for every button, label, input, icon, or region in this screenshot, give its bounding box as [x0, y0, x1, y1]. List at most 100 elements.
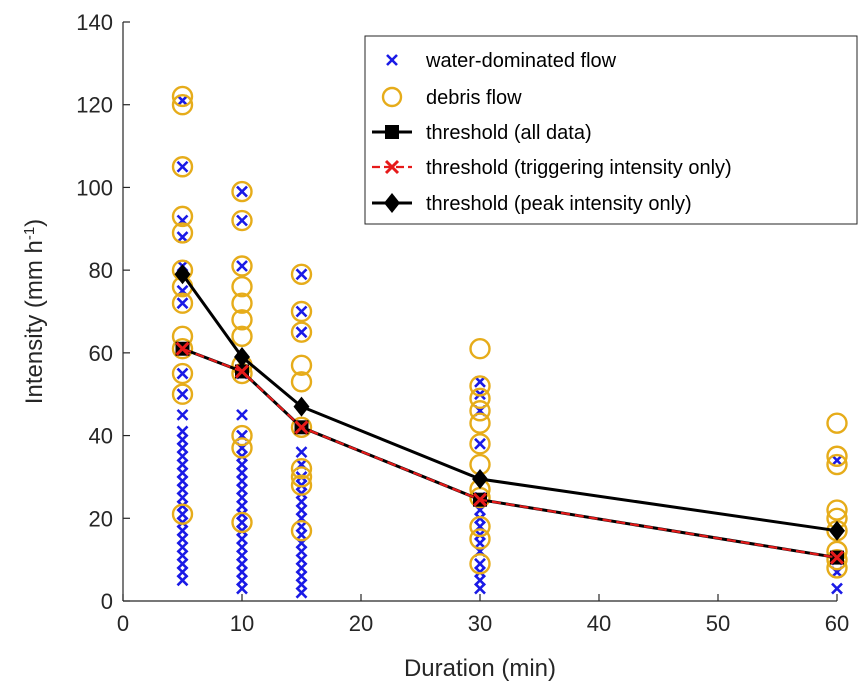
debris-flow-point — [290, 457, 313, 480]
water-flow-point — [295, 471, 308, 483]
legend-box — [364, 35, 858, 225]
threshold-trigger-point — [175, 341, 190, 356]
x-tick-label: 10 — [230, 611, 254, 636]
debris-flow-point — [826, 453, 848, 476]
debris-flow-point — [290, 416, 313, 438]
debris-flow-point — [290, 371, 313, 393]
y-axis-title-superscript: -1 — [21, 227, 38, 240]
debris-flow-point — [231, 424, 253, 447]
debris-flow-point — [290, 321, 313, 343]
x-tick-label: 60 — [825, 611, 849, 636]
water-flow-point — [236, 185, 248, 198]
threshold-trigger-point — [472, 492, 488, 507]
water-flow-point-stroke-b — [295, 305, 308, 318]
water-flow-point-stroke-b — [295, 446, 308, 459]
x-tick-label: 0 — [117, 611, 129, 636]
legend-water-marker-stroke-b — [386, 54, 398, 66]
legend-threshold-trigger-marker — [384, 159, 400, 175]
water-flow-point-stroke-b — [176, 408, 189, 421]
water-flow-point — [831, 454, 843, 467]
water-flow-point-stroke-b — [176, 367, 189, 380]
y-tick-label: 100 — [76, 175, 113, 200]
debris-flow-point — [290, 466, 313, 488]
water-flow-point — [176, 367, 189, 380]
y-axis-title-close: ) — [21, 219, 48, 227]
debris-flow-point — [469, 528, 491, 550]
legend-entry — [386, 54, 398, 66]
legend-entry — [372, 125, 412, 139]
debris-flow-point — [290, 300, 313, 323]
debris-flow-point — [231, 437, 253, 459]
legend-entry — [381, 86, 403, 108]
debris-flow-point — [469, 400, 491, 422]
debris-flow-point — [171, 94, 194, 116]
debris-flow-point — [469, 375, 491, 397]
legend-label: threshold (peak intensity only) — [426, 193, 692, 215]
debris-flow-point — [826, 412, 848, 434]
threshold-peak-point — [174, 264, 191, 285]
threshold-trigger-point — [829, 550, 845, 565]
legend-entry — [372, 193, 412, 213]
threshold-peak-point — [472, 468, 488, 489]
water-flow-point-stroke-b — [295, 326, 308, 339]
water-flow-point-stroke-b — [176, 94, 189, 107]
legend-label: debris flow — [426, 87, 522, 109]
x-tick-label: 20 — [349, 611, 373, 636]
water-flow-point-stroke-b — [831, 582, 843, 595]
debris-flow-point — [231, 180, 253, 203]
water-flow-point — [176, 297, 189, 310]
water-flow-point — [176, 388, 189, 401]
debris-flow-point — [469, 553, 491, 575]
debris-flow-point — [171, 362, 194, 385]
y-tick-label: 120 — [76, 93, 113, 118]
y-tick-label: 40 — [89, 424, 113, 449]
water-flow-point — [176, 94, 189, 107]
water-flow-point — [295, 326, 308, 339]
debris-flow-point — [171, 85, 194, 108]
debris-flow-point — [231, 511, 253, 534]
legend-label: threshold (triggering intensity only) — [426, 157, 732, 179]
water-flow-point-stroke-b — [236, 260, 248, 272]
water-flow-point-stroke-b — [474, 375, 486, 388]
threshold-peak-point — [829, 520, 845, 541]
water-flow-point — [831, 582, 843, 595]
threshold-trigger-point-stroke-b — [294, 420, 309, 435]
legend-threshold-trigger-marker-stroke-b — [384, 159, 400, 175]
debris-flow-point — [231, 309, 253, 331]
water-flow-point — [474, 388, 486, 401]
debris-flow-point — [231, 209, 253, 232]
debris-flow-point — [469, 387, 491, 410]
threshold-trigger-point-stroke-b — [175, 341, 190, 356]
water-flow-point-stroke-b — [176, 297, 189, 310]
debris-flow-point — [171, 156, 194, 178]
x-tick-label: 40 — [587, 611, 611, 636]
water-flow-point — [236, 214, 248, 227]
y-tick-label: 0 — [101, 589, 113, 614]
debris-flow-point — [171, 222, 194, 244]
water-flow-point — [236, 408, 248, 421]
legend-entry — [372, 159, 412, 175]
debris-flow-point — [469, 433, 491, 455]
y-axis-title-base: Intensity (mm h — [21, 240, 48, 404]
plot-area — [171, 85, 848, 599]
water-flow-point — [295, 305, 308, 318]
threshold-trigger-point — [234, 364, 250, 379]
threshold-trigger-point — [294, 420, 309, 435]
water-flow-point — [176, 160, 189, 173]
debris-flow-point — [231, 325, 253, 348]
water-flow-point-stroke-b — [236, 408, 248, 421]
threshold-peak-point — [293, 396, 310, 417]
axes: 0 10 20 30 40 50 60 0 20 40 60 80 100 120 140 — [76, 10, 849, 636]
y-tick-label: 80 — [89, 258, 113, 283]
legend-debris-marker — [381, 86, 403, 108]
debris-flow-point — [290, 354, 313, 376]
debris-flow-point — [469, 515, 491, 538]
x-tick-label: 30 — [468, 611, 492, 636]
threshold-trigger-point-stroke-b — [472, 492, 488, 507]
legend-label: threshold (all data) — [426, 122, 592, 144]
water-flow-point-stroke-b — [474, 557, 486, 570]
water-flow-point-stroke-b — [176, 160, 189, 173]
debris-flow-point — [469, 412, 491, 434]
debris-flow-point — [469, 338, 491, 360]
debris-flow-point — [290, 263, 313, 285]
